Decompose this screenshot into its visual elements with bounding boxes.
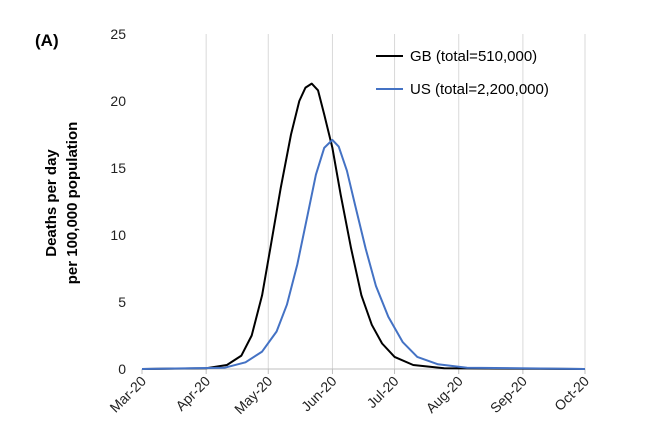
y-tick-label: 15 <box>110 160 126 176</box>
y-tick-label: 10 <box>110 227 126 243</box>
y-tick-label: 25 <box>110 26 126 42</box>
y-axis-title-line-1: Deaths per day <box>43 149 60 257</box>
x-tick-label: Oct-20 <box>551 373 592 414</box>
x-tick-label: Jul-20 <box>363 373 401 411</box>
x-tick-label: Mar-20 <box>106 373 149 416</box>
legend: GB (total=510,000) US (total=2,200,000) <box>376 48 549 98</box>
x-tick-label: Jun-20 <box>298 373 340 415</box>
y-axis-title-line-2: per 100,000 population <box>64 122 81 285</box>
plot-area <box>141 82 586 370</box>
legend-label: GB (total=510,000) <box>410 48 537 65</box>
y-tick-label: 20 <box>110 93 126 109</box>
x-tick-label: Aug-20 <box>423 373 466 416</box>
panel-label: (A) <box>35 31 59 50</box>
y-tick-label: 0 <box>118 361 126 377</box>
x-tick-label: Apr-20 <box>172 373 213 414</box>
y-tick-labels: 0 5 10 15 20 25 <box>110 26 126 377</box>
legend-label: US (total=2,200,000) <box>410 81 549 98</box>
y-tick-label: 5 <box>118 294 126 310</box>
x-tick-labels: Mar-20 Apr-20 May-20 Jun-20 Jul-20 Aug-20 Sep-… <box>106 373 592 417</box>
x-tick-label: Sep-20 <box>487 373 530 416</box>
series-line-us <box>141 138 586 370</box>
x-tick-label: May-20 <box>231 373 275 417</box>
series-line-gb <box>141 82 586 370</box>
